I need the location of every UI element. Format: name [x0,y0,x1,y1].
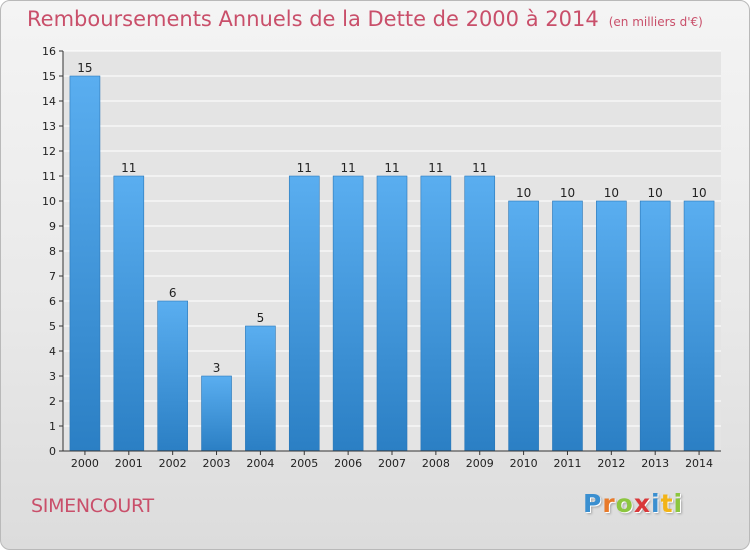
y-tick-label: 8 [49,245,56,258]
y-tick-label: 6 [49,295,56,308]
data-label: 11 [297,161,312,175]
bar-2012 [596,200,627,452]
logo-letter: t [660,489,674,518]
bar-2011 [552,200,583,452]
x-tick-label: 2007 [378,457,406,470]
proxiti-logo: Proxiti [583,489,683,518]
city-name: SIMENCOURT [31,495,154,517]
y-tick-label: 15 [42,70,56,83]
logo-letter: i [673,489,684,518]
data-label: 10 [604,186,619,200]
chart-title: Remboursements Annuels de la Dette de 20… [27,7,703,31]
bar-2006 [332,175,364,452]
y-tick-label: 9 [49,220,56,233]
x-tick-label: 2000 [71,457,99,470]
y-tick-label: 13 [42,120,56,133]
data-label: 5 [257,311,265,325]
data-label: 11 [428,161,443,175]
data-label: 3 [213,361,221,375]
y-tick-label: 16 [42,45,56,58]
data-label: 11 [384,161,399,175]
x-tick-label: 2003 [203,457,231,470]
y-tick-label: 7 [49,270,56,283]
bar-2007 [376,175,408,452]
data-label: 6 [169,286,177,300]
bar-2009 [464,175,496,452]
data-label: 10 [648,186,663,200]
bar-2004 [245,325,276,452]
data-label: 11 [472,161,487,175]
x-tick-label: 2011 [553,457,581,470]
y-tick-label: 1 [49,420,56,433]
y-tick-label: 14 [42,95,56,108]
x-tick-label: 2005 [290,457,318,470]
x-tick-label: 2001 [115,457,143,470]
x-tick-label: 2013 [641,457,669,470]
data-label: 11 [121,161,136,175]
y-tick-label: 2 [49,395,56,408]
x-tick-label: 2006 [334,457,362,470]
unit-label: (en milliers d'€) [608,15,703,29]
data-label: 10 [560,186,575,200]
title-text: Remboursements Annuels de la Dette de 20… [27,7,599,31]
y-tick-label: 0 [49,445,56,458]
logo-letter: o [615,489,634,518]
data-label: 10 [516,186,531,200]
data-label: 11 [340,161,355,175]
bar-2013 [639,200,671,452]
y-tick-label: 12 [42,145,56,158]
y-tick-label: 11 [42,170,56,183]
bar-2001 [113,175,145,452]
bar-2008 [420,175,452,452]
bar-2005 [288,175,320,452]
x-tick-label: 2004 [246,457,274,470]
y-tick-label: 10 [42,195,56,208]
x-tick-label: 2002 [159,457,187,470]
x-tick-label: 2010 [510,457,538,470]
bar-2010 [508,200,539,452]
y-tick-label: 4 [49,345,56,358]
x-tick-label: 2008 [422,457,450,470]
data-label: 15 [77,61,92,75]
y-tick-label: 3 [49,370,56,383]
data-label: 10 [691,186,706,200]
bar-2003 [201,375,232,452]
y-tick-label: 5 [49,320,56,333]
bar-2000 [69,75,101,452]
logo-letter: i [651,489,661,518]
bar-2002 [157,300,188,452]
x-tick-label: 2012 [597,457,625,470]
logo-letter: r [602,489,616,518]
logo-letter: P [583,489,603,518]
x-tick-label: 2014 [685,457,713,470]
logo-letter: x [633,489,651,518]
x-tick-label: 2009 [466,457,494,470]
bar-2014 [683,200,715,452]
